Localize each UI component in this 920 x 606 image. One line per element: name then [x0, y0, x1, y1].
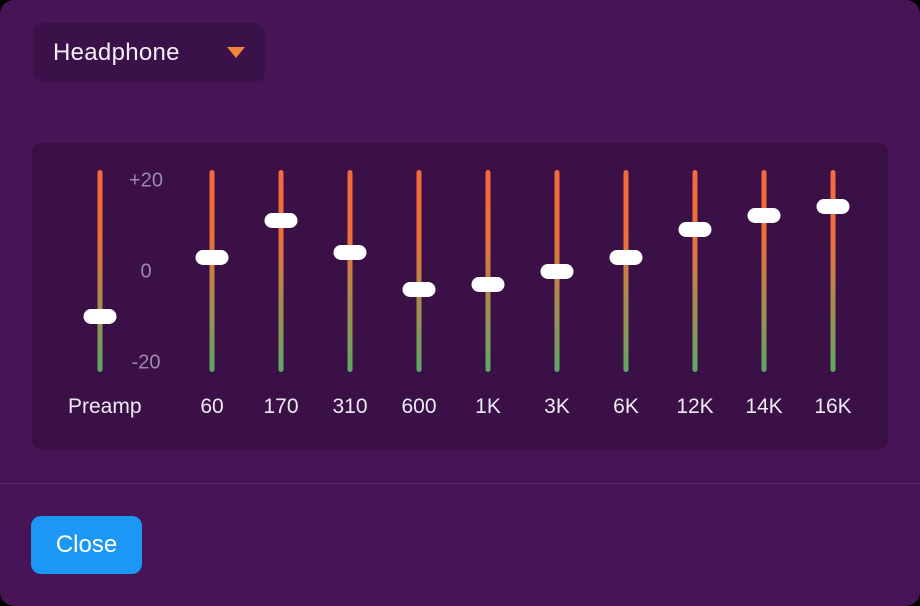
eq-band-600: 600	[387, 143, 451, 450]
slider-handle[interactable]	[540, 263, 574, 279]
band-label: 170	[263, 395, 299, 418]
slider-track[interactable]	[209, 170, 215, 372]
band-label: 16K	[814, 395, 852, 418]
eq-band-1k: 1K	[456, 143, 520, 450]
slider-handle[interactable]	[747, 208, 781, 224]
slider-track[interactable]	[830, 170, 836, 372]
slider-handle[interactable]	[678, 222, 712, 238]
slider-track[interactable]	[278, 170, 284, 372]
equalizer-panel: +20 0 -20 Preamp 60 170 310 600 1K 3K 6K 12K 14K 1…	[32, 143, 888, 450]
band-label: 310	[332, 395, 368, 418]
slider-track[interactable]	[761, 170, 767, 372]
scale-label-min: -20	[131, 351, 161, 374]
slider-handle[interactable]	[333, 245, 367, 261]
slider-track[interactable]	[97, 170, 103, 372]
slider-handle[interactable]	[816, 199, 850, 215]
scale-label-max: +20	[129, 169, 163, 192]
slider-track[interactable]	[623, 170, 629, 372]
slider-track[interactable]	[347, 170, 353, 372]
eq-band-170: 170	[249, 143, 313, 450]
slider-handle[interactable]	[264, 213, 298, 228]
eq-band-14k: 14K	[732, 143, 796, 450]
band-label: 6K	[613, 395, 639, 418]
eq-band-12k: 12K	[663, 143, 727, 450]
eq-band-preamp: Preamp	[68, 143, 142, 450]
band-label: 12K	[676, 395, 714, 418]
scale-label-mid: 0	[140, 260, 152, 283]
slider-handle[interactable]	[83, 309, 117, 325]
eq-band-60: 60	[180, 143, 244, 450]
device-selector-dropdown[interactable]: Headphone	[33, 23, 265, 82]
eq-band-16k: 16K	[801, 143, 865, 450]
band-label: 3K	[544, 395, 570, 418]
slider-handle[interactable]	[471, 277, 505, 293]
slider-handle[interactable]	[402, 281, 436, 297]
band-label: 14K	[745, 395, 783, 418]
device-selector-label: Headphone	[53, 38, 180, 66]
eq-band-310: 310	[318, 143, 382, 450]
slider-track[interactable]	[416, 170, 422, 372]
eq-band-6k: 6K	[594, 143, 658, 450]
band-label: 1K	[475, 395, 501, 418]
band-label: 600	[401, 395, 437, 418]
eq-band-3k: 3K	[525, 143, 589, 450]
footer-divider	[0, 483, 920, 484]
chevron-down-icon	[227, 47, 245, 58]
slider-track[interactable]	[485, 170, 491, 372]
band-label: Preamp	[68, 395, 142, 418]
slider-handle[interactable]	[609, 249, 643, 265]
band-label: 60	[200, 395, 224, 418]
slider-track[interactable]	[692, 170, 698, 372]
slider-handle[interactable]	[195, 249, 229, 265]
close-button[interactable]: Close	[31, 516, 142, 574]
